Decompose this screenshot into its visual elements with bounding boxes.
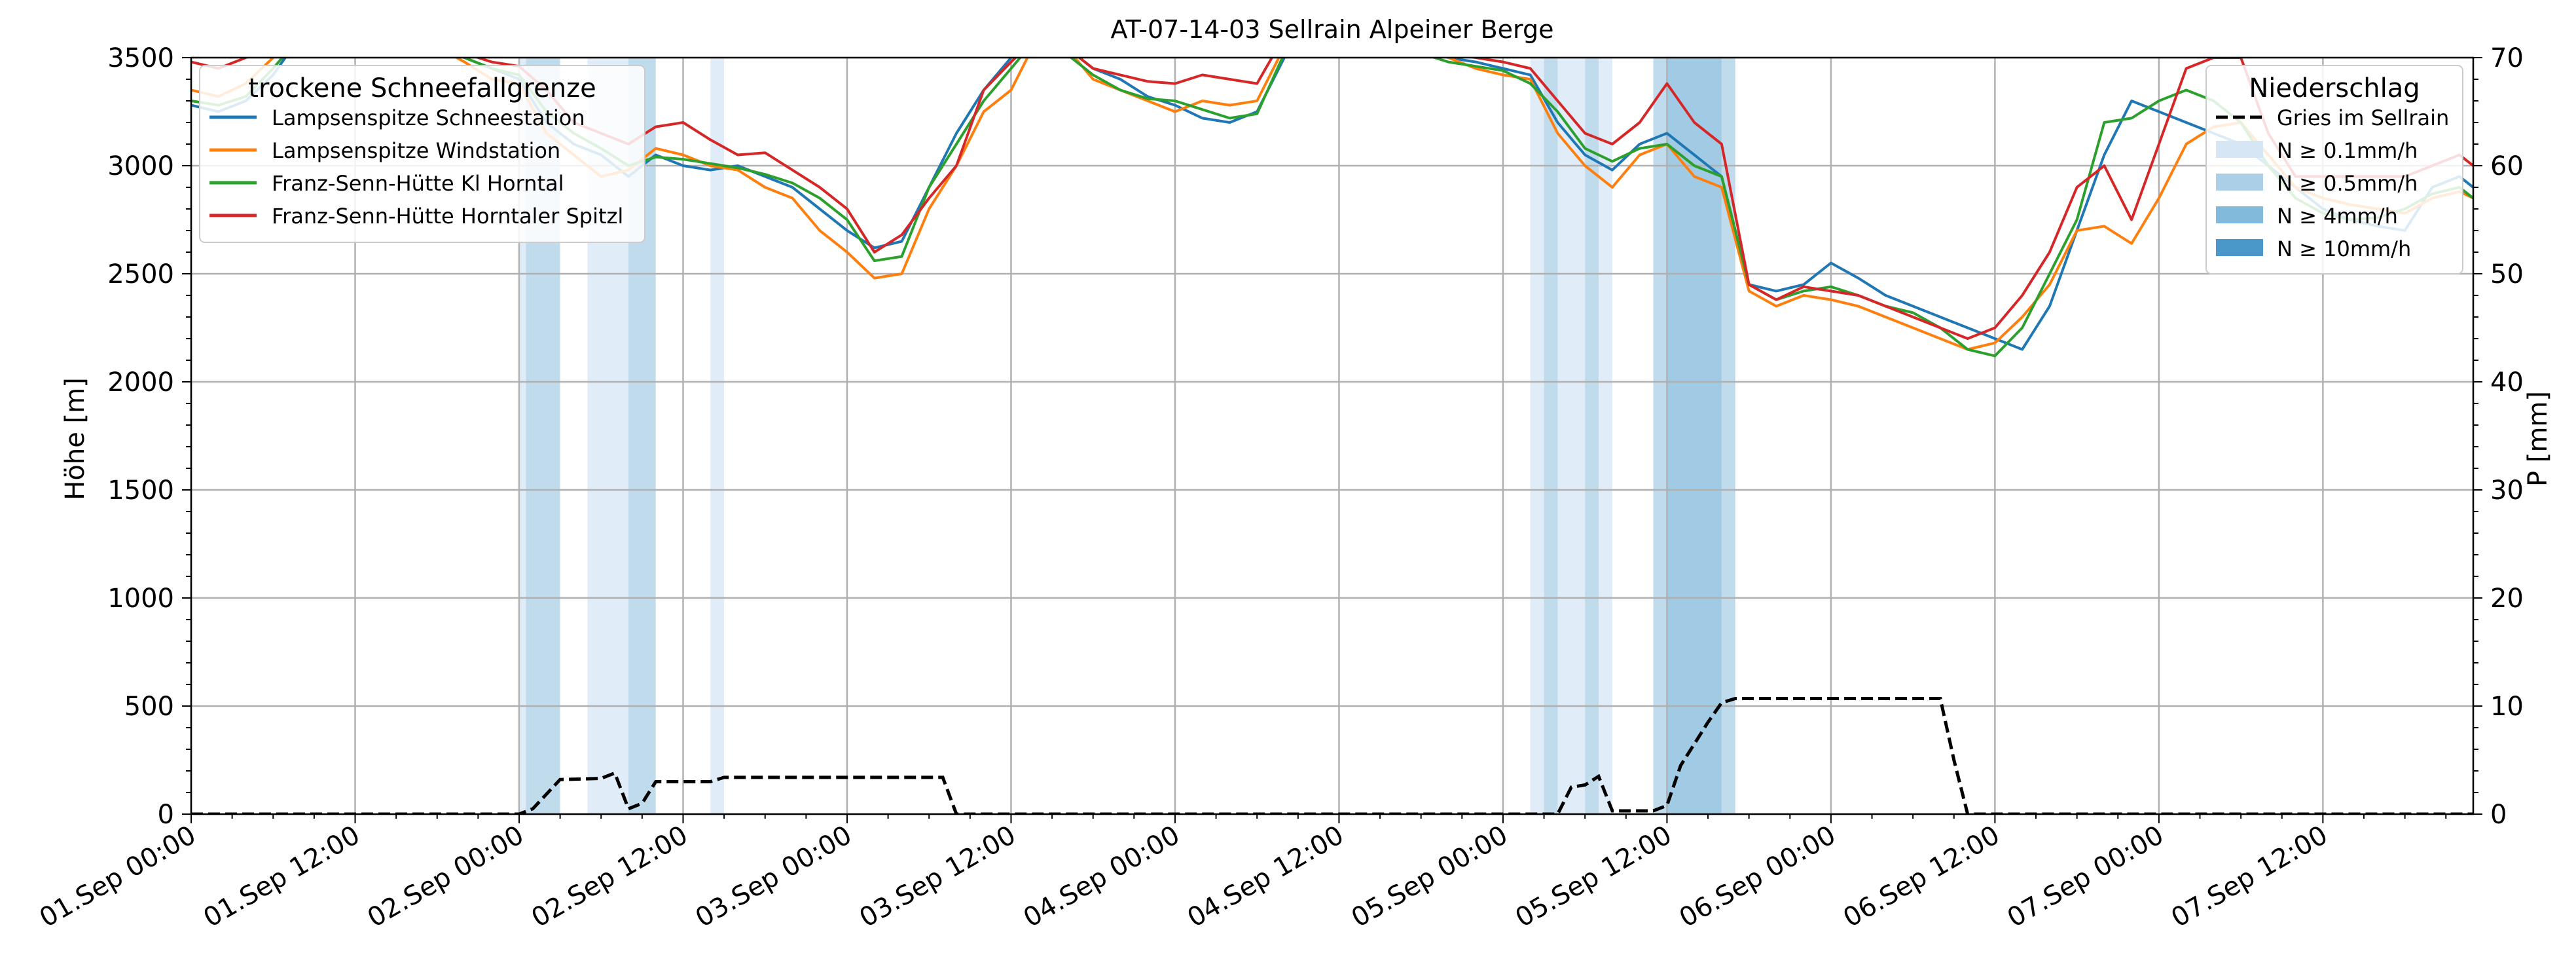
legend-precip-title: Niederschlag: [2249, 73, 2420, 103]
legend-precip-swatch: [2216, 174, 2263, 191]
legend-precip: Niederschlag Gries im Sellrain N ≥ 0.1mm/…: [2205, 65, 2463, 274]
x-tick-label: 01.Sep 00:00: [35, 820, 201, 933]
x-tick-label: 06.Sep 12:00: [1838, 820, 2005, 933]
y-tick-label: 3500: [107, 43, 174, 73]
y2-tick-label: 10: [2490, 692, 2524, 722]
x-tick-label: 02.Sep 12:00: [526, 820, 693, 933]
legend-precip-label: Gries im Sellrain: [2277, 105, 2449, 130]
legend-snowline: trockene Schneefallgrenze Lampsenspitze …: [199, 65, 645, 243]
x-tick-label: 03.Sep 12:00: [854, 820, 1021, 933]
legend-snowline-label: Franz-Senn-Hütte Horntaler Spitzl: [272, 204, 623, 229]
legend-precip-label: N ≥ 4mm/h: [2277, 204, 2398, 229]
y2-tick-label: 40: [2490, 367, 2524, 398]
x-tick-label: 02.Sep 00:00: [363, 820, 529, 933]
legend-snowline-label: Franz-Senn-Hütte Kl Horntal: [272, 171, 564, 196]
y-tick-label: 1000: [107, 584, 174, 614]
y2-tick-label: 30: [2490, 476, 2524, 506]
y-tick-label: 0: [158, 800, 174, 830]
legend-precip-box: [2205, 65, 2463, 274]
legend-snowline-label: Lampsenspitze Schneestation: [272, 105, 585, 130]
y-tick-label: 1500: [107, 476, 174, 506]
y2-tick-label: 0: [2490, 800, 2507, 830]
x-tick-label: 03.Sep 00:00: [691, 820, 857, 933]
y2-tick-label: 50: [2490, 259, 2524, 289]
y2-tick-label: 70: [2490, 43, 2524, 73]
x-tick-label: 05.Sep 12:00: [1510, 820, 1677, 933]
precip-band: [1544, 58, 1558, 814]
precip-band: [518, 58, 526, 814]
legend-precip-label: N ≥ 10mm/h: [2277, 236, 2411, 261]
y-axis-label: Höhe [m]: [60, 377, 90, 500]
plot-frame: [190, 56, 2475, 815]
legend-precip-swatch: [2216, 141, 2263, 158]
y-tick-label: 3000: [107, 151, 174, 181]
y2-tick-label: 60: [2490, 151, 2524, 181]
legend-snowline-title: trockene Schneefallgrenze: [248, 73, 596, 103]
precip-band: [1530, 58, 1544, 814]
precip-band: [710, 58, 725, 814]
y2-tick-label: 20: [2490, 584, 2524, 614]
x-tick-label: 06.Sep 00:00: [1675, 820, 1841, 933]
legend-precip-swatch: [2216, 239, 2263, 256]
precip-bands: [518, 58, 1735, 814]
legend-snowline-box: [199, 65, 645, 243]
x-tick-label: 01.Sep 12:00: [198, 820, 365, 933]
precip-band: [1599, 58, 1612, 814]
x-tick-label: 05.Sep 00:00: [1347, 820, 1513, 933]
precip-line: [191, 697, 2473, 814]
legend-precip-swatch: [2216, 206, 2263, 223]
x-tick-label: 07.Sep 00:00: [2003, 820, 2169, 933]
legend-precip-label: N ≥ 0.5mm/h: [2277, 171, 2418, 196]
axes: [182, 56, 2482, 823]
precip-band: [526, 58, 533, 814]
y-tick-label: 500: [124, 692, 174, 722]
x-tick-label: 04.Sep 12:00: [1182, 820, 1349, 933]
precip-band: [1721, 58, 1735, 814]
x-tick-label: 04.Sep 00:00: [1019, 820, 1185, 933]
y-tick-label: 2000: [107, 367, 174, 398]
x-tick-label: 07.Sep 12:00: [2166, 820, 2332, 933]
chart-title: AT-07-14-03 Sellrain Alpeiner Berge: [1111, 15, 1554, 44]
precip-band: [1557, 58, 1586, 814]
y2-axis-label: P [mm]: [2523, 391, 2553, 487]
precip-band: [1585, 58, 1599, 814]
precip-band: [1653, 58, 1667, 814]
legend-snowline-label: Lampsenspitze Windstation: [272, 138, 560, 163]
legend-precip-label: N ≥ 0.1mm/h: [2277, 138, 2418, 163]
y-tick-label: 2500: [107, 259, 174, 289]
